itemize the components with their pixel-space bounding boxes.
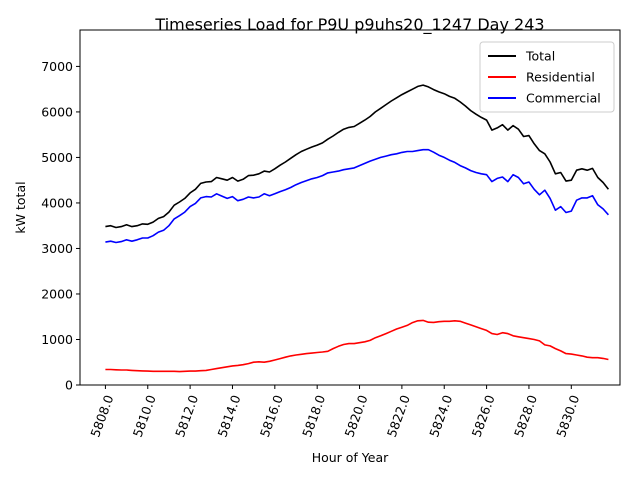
series-line-commercial bbox=[105, 148, 609, 244]
y-axis-label: kW total bbox=[13, 181, 28, 233]
chart-title: Timeseries Load for P9U p9uhs20_1247 Day… bbox=[154, 15, 544, 35]
y-tick-label: 7000 bbox=[41, 59, 73, 74]
legend-label: Residential bbox=[526, 70, 595, 85]
y-tick-label: 5000 bbox=[41, 150, 73, 165]
y-tick-label: 4000 bbox=[41, 195, 73, 210]
series-group bbox=[105, 84, 610, 373]
plot-frame bbox=[79, 29, 621, 386]
legend-label: Commercial bbox=[526, 91, 601, 106]
y-tick-label: 6000 bbox=[41, 104, 73, 119]
y-tick-label: 2000 bbox=[41, 286, 73, 301]
legend: Total Residential Commercial bbox=[479, 41, 615, 113]
series-line-residential bbox=[105, 319, 609, 373]
series-line-total bbox=[105, 84, 610, 229]
legend-box bbox=[479, 41, 615, 113]
x-axis-label: Hour of Year bbox=[312, 450, 389, 465]
y-tick-label: 1000 bbox=[41, 332, 73, 347]
y-tick-label: 0 bbox=[65, 378, 73, 393]
legend-label: Total bbox=[525, 49, 555, 64]
y-tick-label: 3000 bbox=[41, 241, 73, 256]
